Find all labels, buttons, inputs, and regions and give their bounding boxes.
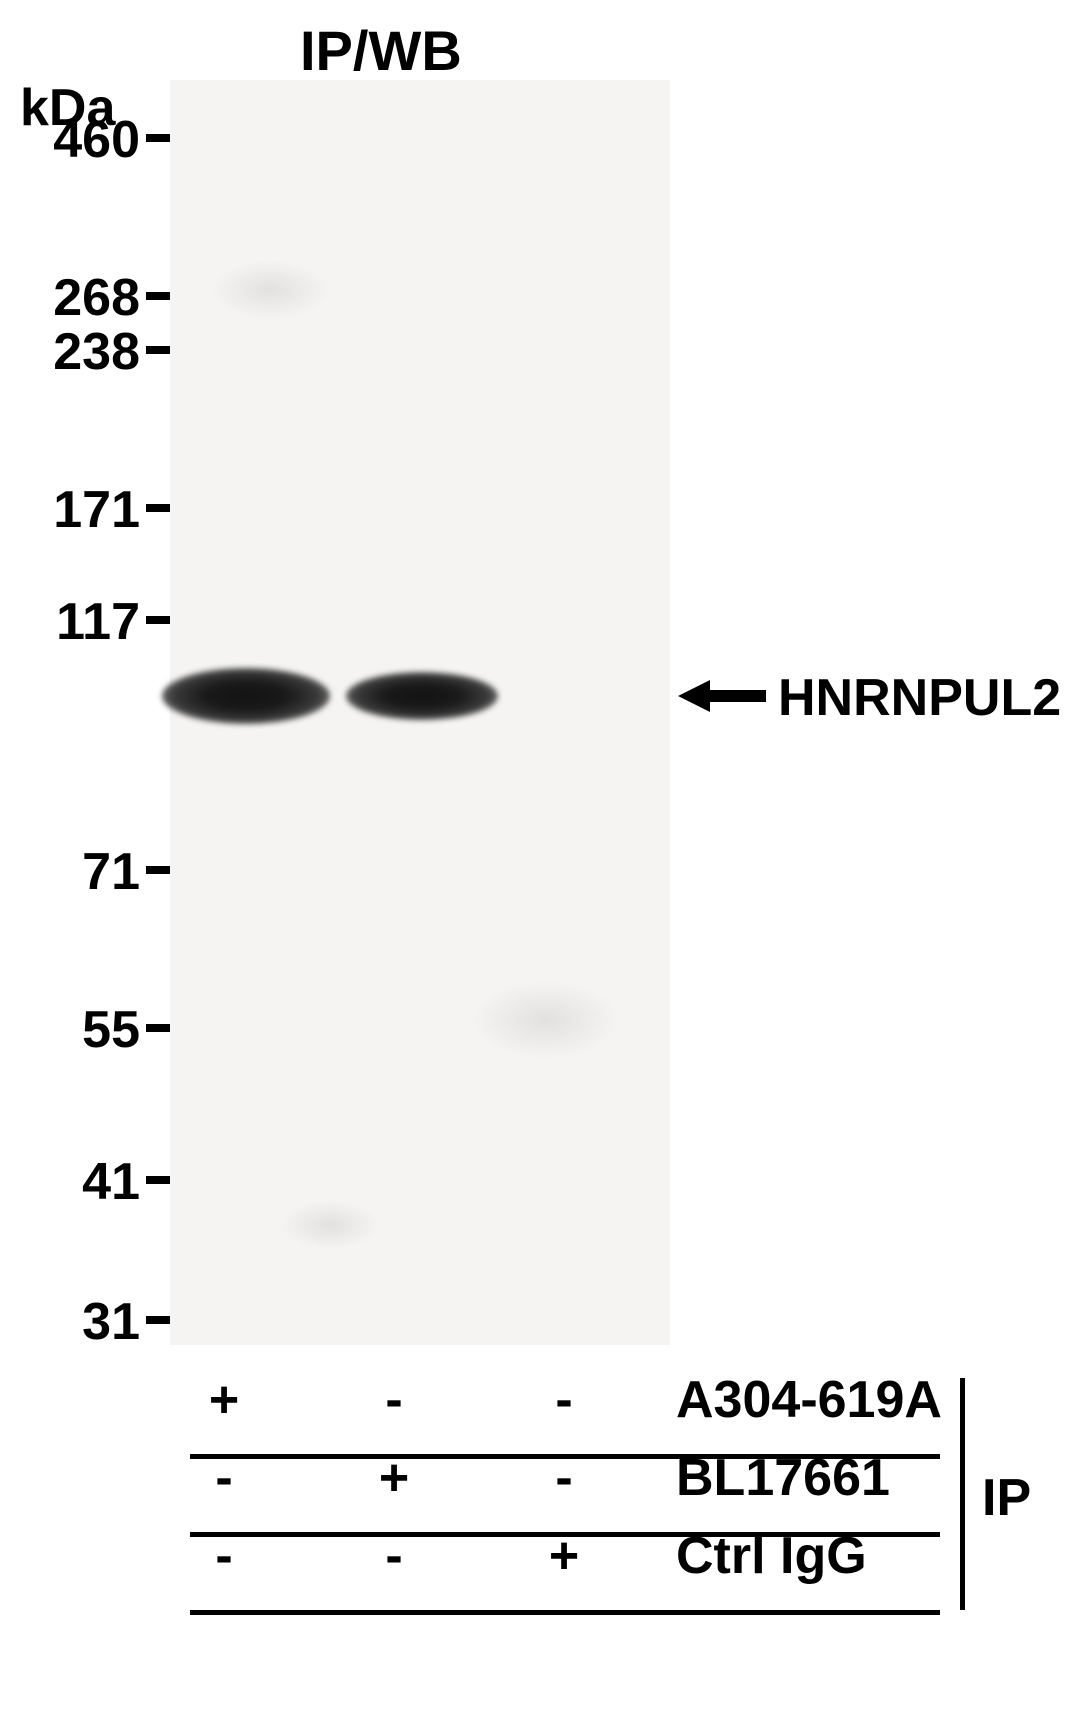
mw-marker-tick bbox=[146, 616, 170, 624]
ip-table-hline bbox=[190, 1610, 940, 1615]
mw-marker-tick bbox=[146, 1024, 170, 1032]
mw-marker-tick bbox=[146, 1176, 170, 1184]
figure-title: IP/WB bbox=[300, 18, 462, 83]
protein-band bbox=[346, 672, 498, 720]
mw-marker-tick bbox=[146, 504, 170, 512]
membrane-noise bbox=[470, 980, 620, 1060]
protein-arrow-line bbox=[710, 690, 766, 702]
mw-marker-label: 268 bbox=[0, 268, 140, 328]
mw-marker-tick bbox=[146, 134, 170, 142]
membrane-noise bbox=[210, 260, 330, 320]
mw-marker-label: 171 bbox=[0, 480, 140, 540]
ip-minus-symbol: - bbox=[368, 1370, 420, 1430]
mw-marker-tick bbox=[146, 346, 170, 354]
ip-bracket-label: IP bbox=[982, 1468, 1031, 1528]
ip-table-hline bbox=[190, 1532, 940, 1537]
western-blot-figure: IP/WB kDa 46026823817111771554131 HNRNPU… bbox=[0, 0, 1080, 1709]
ip-table-vline bbox=[960, 1378, 965, 1610]
mw-marker-label: 41 bbox=[0, 1152, 140, 1212]
protein-band bbox=[162, 668, 330, 724]
mw-marker-label: 31 bbox=[0, 1292, 140, 1352]
protein-arrow-head bbox=[678, 680, 710, 712]
mw-marker-label: 71 bbox=[0, 842, 140, 902]
mw-marker-tick bbox=[146, 866, 170, 874]
ip-antibody-label: A304-619A bbox=[676, 1370, 942, 1430]
mw-marker-tick bbox=[146, 292, 170, 300]
membrane-noise bbox=[280, 1200, 380, 1250]
mw-marker-label: 238 bbox=[0, 322, 140, 382]
mw-marker-label: 117 bbox=[0, 592, 140, 652]
ip-table-hline bbox=[190, 1454, 940, 1459]
ip-minus-symbol: - bbox=[538, 1370, 590, 1430]
ip-plus-symbol: + bbox=[198, 1370, 250, 1430]
mw-marker-tick bbox=[146, 1316, 170, 1324]
mw-marker-label: 55 bbox=[0, 1000, 140, 1060]
mw-marker-label: 460 bbox=[0, 110, 140, 170]
protein-label: HNRNPUL2 bbox=[778, 668, 1061, 728]
